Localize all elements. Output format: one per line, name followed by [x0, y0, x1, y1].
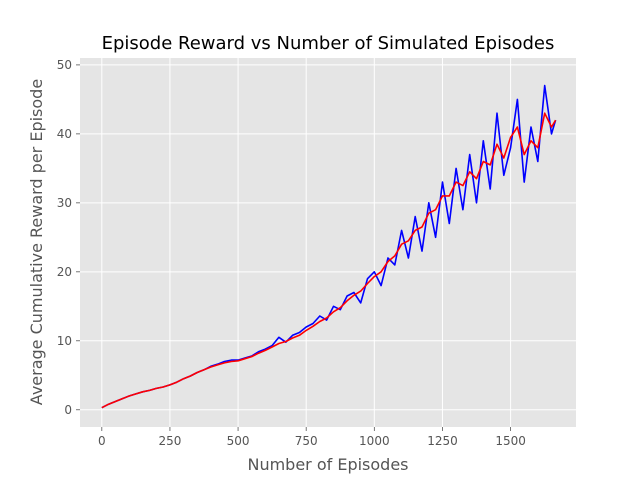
y-axis-title: Average Cumulative Reward per Episode — [27, 79, 46, 405]
plot-area — [80, 58, 576, 427]
y-tick-label: 0 — [64, 403, 72, 417]
x-tick-label: 1000 — [359, 434, 390, 448]
series-line-2 — [101, 112, 557, 409]
x-tick-label: 750 — [295, 434, 318, 448]
x-tick-label: 0 — [98, 434, 106, 448]
series-lines — [101, 84, 557, 409]
chart-title: Episode Reward vs Number of Simulated Ep… — [102, 33, 555, 54]
grid-lines — [80, 58, 576, 427]
x-tick-label: 250 — [158, 434, 181, 448]
y-tick-label: 20 — [57, 265, 72, 279]
y-tick-label: 50 — [57, 58, 72, 72]
axis-ticks: 0 250 500 750 1000 1250 1500 0 10 20 30 40 50 — [57, 58, 526, 448]
y-tick-label: 40 — [57, 127, 72, 141]
x-axis-title: Number of Episodes — [247, 455, 408, 474]
x-tick-label: 1250 — [427, 434, 458, 448]
x-tick-label: 500 — [227, 434, 250, 448]
x-tick-label: 1500 — [495, 434, 526, 448]
y-tick-label: 30 — [57, 196, 72, 210]
y-tick-label: 10 — [57, 334, 72, 348]
